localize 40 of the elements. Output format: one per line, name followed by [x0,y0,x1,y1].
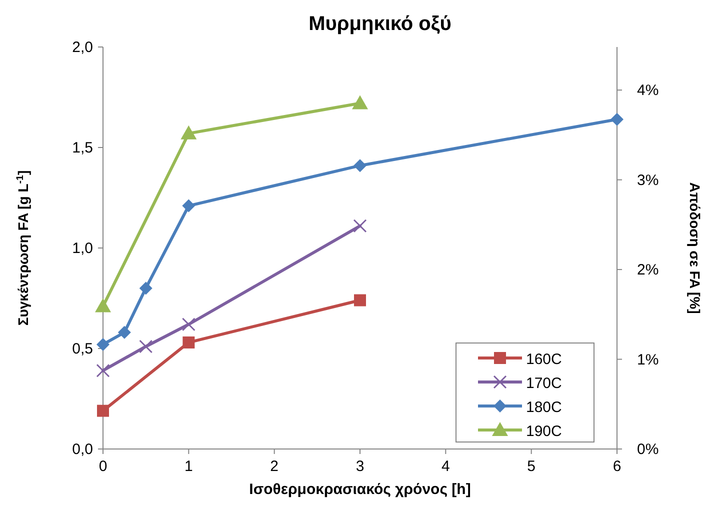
y2-tick-label: 2% [637,262,659,279]
point [182,336,195,348]
x-tick-label: 3 [356,458,364,475]
x-tick-label: 1 [184,458,193,475]
x-tick-label: 5 [527,458,536,475]
point [353,219,367,233]
point [139,340,153,354]
y2-axis-title: Απόδοση σε FA [%] [687,182,703,314]
point [352,95,368,110]
chart-title: Μυρμηκικό οξύ [308,13,452,35]
y-tick-label: 0,0 [72,441,93,458]
point [97,404,109,417]
legend-label: 190C [526,423,562,440]
point [610,112,624,126]
y-tick-label: 2,0 [72,39,93,56]
point [354,294,366,306]
point [139,282,152,295]
point [180,125,197,140]
legend-label: 170C [526,375,562,392]
x-tick-label: 2 [270,458,279,475]
point [95,298,111,312]
point [96,338,110,351]
y-tick-label: 1,0 [72,240,93,257]
y2-tick-label: 0% [637,441,659,458]
legend-label: 160C [526,351,562,368]
x-tick-label: 6 [612,458,622,475]
y2-tick-label: 1% [637,351,659,368]
x-tick-label: 0 [98,458,108,475]
x-axis-title: Ισοθερμοκρασιακός χρόνος [h] [249,481,471,498]
legend-label: 180C [526,399,562,416]
y2-tick-label: 3% [637,172,659,189]
y-tick-label: 0,5 [72,340,93,358]
point [182,318,196,332]
x-tick-label: 4 [441,458,450,475]
y-tick-label: 1,5 [72,140,93,156]
point [96,364,110,378]
point [182,199,196,212]
point [118,326,131,339]
point [354,159,366,172]
y2-tick-label: 4% [637,82,659,100]
